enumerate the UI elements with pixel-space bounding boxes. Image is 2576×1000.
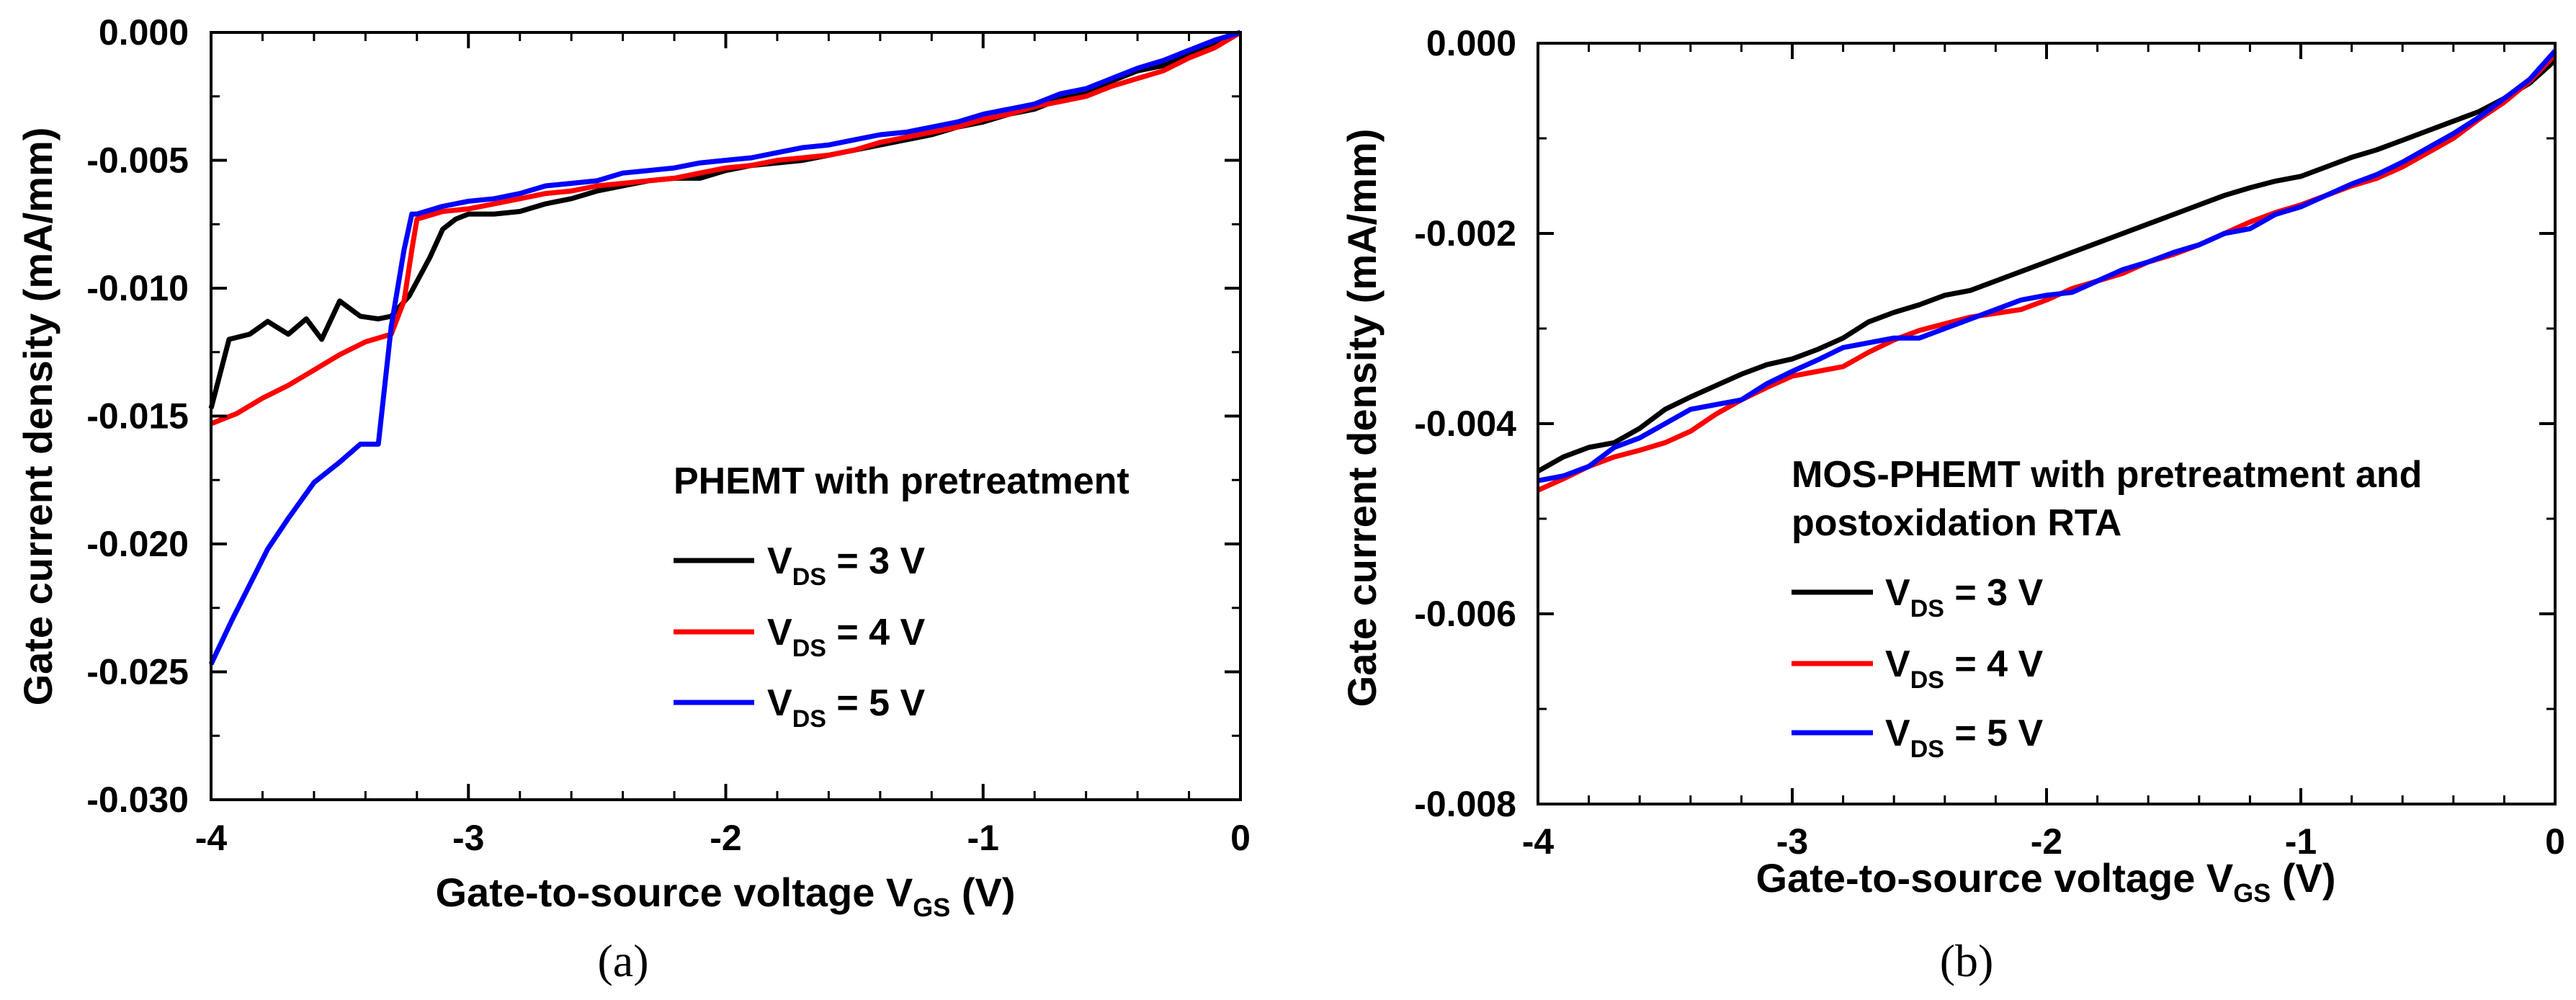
panel-a: -4 -3 -2 -1 0 0.000 -0.005 -0.010 -0.015 -0.020 -0… xyxy=(15,12,1251,986)
x-tick-label: -3 xyxy=(1776,821,1808,862)
x-tick-label: 0 xyxy=(2545,821,2565,862)
x-tick-label: -2 xyxy=(710,818,741,858)
x-tick-label: -4 xyxy=(195,818,228,858)
x-tick-label: -3 xyxy=(452,818,484,858)
y-tick-label: -0.010 xyxy=(86,268,189,308)
y-tick-label: 0.000 xyxy=(99,12,189,53)
series-line-3 xyxy=(208,30,1242,666)
y-axis-title: Gate current density (mA/mm) xyxy=(1339,129,1385,707)
plot-frame xyxy=(1537,42,2557,805)
panel-label: (b) xyxy=(1940,935,1994,986)
legend-title-line2: postoxidation RTA xyxy=(1792,502,2121,544)
y-tick-label: -0.030 xyxy=(86,780,189,820)
series-line-2 xyxy=(1537,53,2557,493)
panel-b: -4 -3 -2 -1 0 0.000 -0.002 -0.004 -0.006 -0.008 Ga… xyxy=(1339,23,2565,986)
x-tick-label: -4 xyxy=(1522,821,1555,862)
legend-title: MOS-PHEMT with pretreatment and xyxy=(1792,454,2422,496)
y-tick-label: -0.005 xyxy=(86,140,189,181)
legend-label-2: VDS = 4 V xyxy=(767,612,926,662)
x-tick-label: 0 xyxy=(1230,818,1251,858)
x-tick-label: -1 xyxy=(967,818,999,858)
y-tick-label: -0.006 xyxy=(1414,594,1516,634)
legend-label-3: VDS = 5 V xyxy=(767,682,926,733)
y-tick-label: 0.000 xyxy=(1426,23,1516,63)
y-tick-label: -0.015 xyxy=(86,396,189,437)
legend-label-2: VDS = 4 V xyxy=(1885,643,2044,694)
y-tick-label: -0.002 xyxy=(1414,213,1516,254)
y-tick-label: -0.025 xyxy=(86,652,189,692)
legend-label-1: VDS = 3 V xyxy=(1885,572,2044,622)
series-line-1 xyxy=(1537,58,2557,474)
y-axis-title: Gate current density (mA/mm) xyxy=(15,128,61,706)
x-tick-label: -2 xyxy=(2031,821,2062,862)
legend-title: PHEMT with pretreatment xyxy=(674,460,1130,502)
legend-label-1: VDS = 3 V xyxy=(767,540,926,591)
y-tick-label: -0.008 xyxy=(1414,784,1516,824)
y-tick-label: -0.020 xyxy=(86,524,189,564)
legend-label-3: VDS = 5 V xyxy=(1885,713,2044,763)
panel-label: (a) xyxy=(597,935,648,986)
x-axis-title: Gate-to-source voltage VGS (V) xyxy=(435,870,1015,922)
y-tick-label: -0.004 xyxy=(1414,403,1516,444)
plot-frame xyxy=(210,31,1242,801)
x-tick-label: -1 xyxy=(2285,821,2317,862)
series-line-3 xyxy=(1537,49,2557,483)
x-axis-title: Gate-to-source voltage VGS (V) xyxy=(1756,855,2335,908)
